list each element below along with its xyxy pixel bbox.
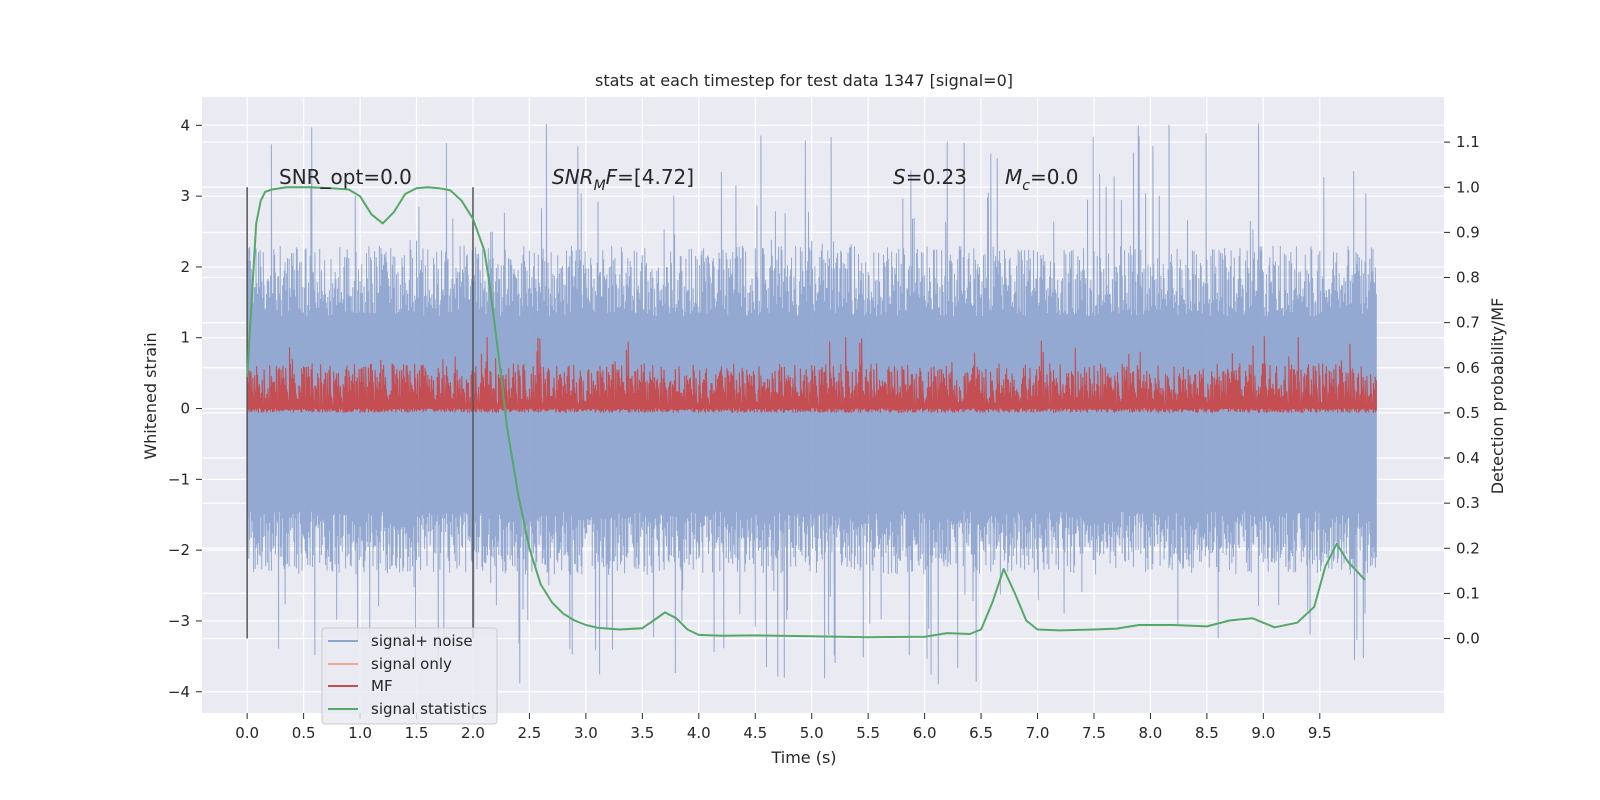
chart-title: stats at each timestep for test data 134…	[595, 71, 1013, 90]
y-tick-label: 1	[180, 329, 190, 347]
x-tick-label: 4.0	[687, 724, 711, 742]
x-tick-label: 8.5	[1195, 724, 1219, 742]
x-tick-label: 2.0	[461, 724, 485, 742]
x-tick-label: 1.5	[405, 724, 429, 742]
y2-tick-label: 0.4	[1456, 449, 1480, 467]
y-tick-label: −3	[168, 612, 190, 630]
annotation-s: S=0.23	[893, 165, 967, 189]
signal-statistics-line	[246, 186, 1366, 639]
x-tick-label: 5.5	[856, 724, 880, 742]
annotation-snr-opt: SNR_opt=0.0	[279, 165, 412, 189]
y2-tick-label: 0.2	[1456, 539, 1480, 557]
legend-label-signal-noise: signal+ noise	[371, 632, 473, 650]
y-axis-ticks: −4 −3 −2 −1 0 1 2 3 4	[168, 116, 202, 701]
mf-line	[246, 336, 1377, 413]
y2-tick-label: 0.5	[1456, 404, 1480, 422]
annotation-mc-value: =0.0	[1030, 165, 1079, 189]
x-tick-label: 9.5	[1308, 724, 1332, 742]
y-tick-label: −2	[168, 541, 190, 559]
annotation-snr-mf: SNRMF=[4.72]	[552, 165, 694, 194]
legend-label-signal-only: signal only	[371, 655, 452, 673]
y2-tick-label: 0.6	[1456, 359, 1480, 377]
y-tick-label: 4	[180, 116, 190, 134]
x-tick-label: 8.0	[1139, 724, 1163, 742]
x-tick-label: 3.5	[630, 724, 654, 742]
legend-label-mf: MF	[371, 677, 393, 695]
y2-tick-label: 0.0	[1456, 630, 1480, 648]
x-tick-label: 6.0	[913, 724, 937, 742]
x-tick-label: 4.5	[743, 724, 767, 742]
y-tick-label: 3	[180, 187, 190, 205]
x-axis-ticks: 0.0 0.5 1.0 1.5 2.0 2.5 3.0 3.5 4.0 4.5 5.0 5.5 6.0 6…	[235, 713, 1332, 742]
annotation-snr-mf-value: =[4.72]	[617, 165, 694, 189]
y-tick-label: −1	[168, 470, 190, 488]
y2-tick-label: 0.3	[1456, 494, 1480, 512]
x-tick-label: 3.0	[574, 724, 598, 742]
x-tick-label: 6.5	[969, 724, 993, 742]
y-axis-label: Whitened strain	[141, 332, 160, 459]
y-tick-label: 2	[180, 258, 190, 276]
y2-tick-label: 0.7	[1456, 314, 1480, 332]
x-axis-label: Time (s)	[770, 748, 836, 767]
x-tick-label: 7.5	[1082, 724, 1106, 742]
y2-axis-label: Detection probability/MF	[1488, 298, 1507, 495]
event-markers	[246, 187, 474, 639]
x-tick-label: 1.0	[348, 724, 372, 742]
legend-label-signal-statistics: signal statistics	[371, 700, 487, 718]
legend-box	[321, 627, 498, 725]
y2-tick-label: 1.0	[1456, 178, 1480, 196]
x-tick-label: 7.0	[1026, 724, 1050, 742]
legend: signal+ noise signal only MF signal stat…	[321, 627, 498, 725]
signal-statistics-series	[246, 186, 1366, 639]
annotation-s-value: =0.23	[906, 165, 967, 189]
x-tick-label: 9.0	[1251, 724, 1275, 742]
x-tick-label: 5.0	[800, 724, 824, 742]
y2-tick-label: 1.1	[1456, 133, 1480, 151]
y2-tick-label: 0.9	[1456, 223, 1480, 241]
mf-series	[246, 336, 1377, 413]
x-tick-label: 2.5	[518, 724, 542, 742]
x-tick-label: 0.0	[235, 724, 259, 742]
y-tick-label: −4	[168, 683, 190, 701]
annotation-mc: Mc=0.0	[1005, 165, 1079, 194]
y-tick-label: 0	[180, 400, 190, 418]
y2-axis-ticks: 0.0 0.1 0.2 0.3 0.4 0.5 0.6 0.7 0.8 0.9 1.0 1.1	[1444, 133, 1480, 648]
x-tick-label: 0.5	[292, 724, 316, 742]
y2-tick-label: 0.8	[1456, 269, 1480, 287]
y2-tick-label: 0.1	[1456, 584, 1480, 602]
